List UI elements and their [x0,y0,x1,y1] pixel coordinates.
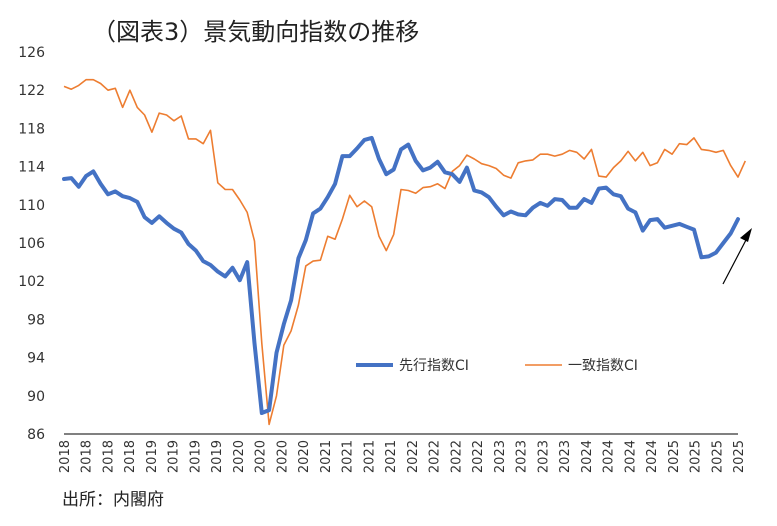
arrow-shaft [722,239,747,285]
source-note: 出所：内閣府 [62,490,164,510]
x-tick-label: 2023 [536,440,551,473]
x-tick-label: 2022 [406,440,421,473]
x-tick-label: 2025 [732,440,747,473]
x-tick-label: 2021 [362,440,377,473]
x-tick-label: 2018 [123,440,138,473]
x-tick-label: 2024 [623,440,638,473]
arrow-head-icon [740,228,752,242]
x-tick-label: 2022 [471,440,486,473]
x-axis-ticks: 2018 2018 2018 2018 2019 2019 2019 2019 2020 2020… [58,440,747,473]
y-tick-label: 90 [27,389,45,405]
series-line-coincident [63,78,747,426]
legend-label-coincident: 一致指数CI [568,358,638,374]
x-tick-label: 2021 [384,440,399,473]
x-tick-label: 2024 [580,440,595,473]
x-tick-label: 2019 [188,440,203,473]
y-tick-label: 86 [27,427,45,443]
y-tick-label: 118 [18,121,45,137]
legend-label-leading: 先行指数CI [399,358,469,374]
x-tick-label: 2019 [145,440,160,473]
trend-arrow [722,228,752,285]
x-tick-label: 2018 [101,440,116,473]
legend: 先行指数CI 一致指数CI [356,358,638,374]
x-tick-label: 2020 [232,440,247,473]
x-tick-label: 2024 [645,440,660,473]
x-tick-label: 2019 [210,440,225,473]
x-tick-label: 2018 [58,440,73,473]
x-tick-label: 2025 [667,440,682,473]
y-tick-label: 114 [18,160,45,176]
y-tick-label: 102 [18,274,45,290]
x-tick-label: 2023 [558,440,573,473]
x-tick-label: 2023 [493,440,508,473]
x-tick-label: 2020 [254,440,269,473]
x-tick-label: 2021 [341,440,356,473]
series-line-leading [62,135,740,415]
x-tick-label: 2024 [602,440,617,473]
x-tick-label: 2022 [428,440,443,473]
x-tick-label: 2018 [80,440,95,473]
x-tick-label: 2020 [297,440,312,473]
y-axis-ticks: 86 90 94 98 102 106 110 114 118 122 126 [18,45,45,443]
x-tick-label: 2020 [275,440,290,473]
chart-title: （図表3）景気動向指数の推移 [92,18,419,46]
y-tick-label: 126 [18,45,45,61]
y-tick-label: 94 [27,351,45,367]
y-tick-label: 98 [27,312,45,328]
y-tick-label: 110 [18,198,45,214]
x-tick-label: 2023 [515,440,530,473]
x-tick-label: 2025 [689,440,704,473]
y-tick-label: 106 [18,236,45,252]
x-tick-label: 2021 [319,440,334,473]
x-tick-label: 2022 [449,440,464,473]
x-tick-label: 2019 [167,440,182,473]
y-tick-label: 122 [18,83,45,99]
x-tick-label: 2025 [710,440,725,473]
